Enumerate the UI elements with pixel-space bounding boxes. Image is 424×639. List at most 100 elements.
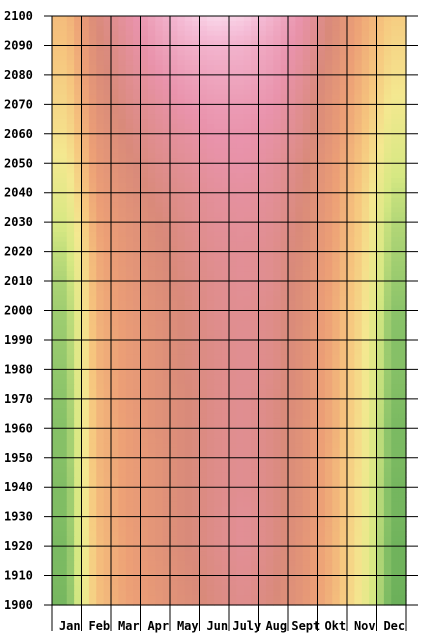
- heatmap-cell: [332, 521, 341, 528]
- heatmap-cell: [302, 119, 311, 125]
- heatmap-cell: [347, 501, 355, 508]
- heatmap-cell: [162, 173, 171, 179]
- heatmap-cell: [258, 335, 267, 341]
- heatmap-cell: [147, 173, 156, 179]
- heatmap-cell: [280, 158, 289, 164]
- heatmap-cell: [66, 45, 75, 51]
- heatmap-cell: [258, 153, 267, 159]
- heatmap-cell: [324, 246, 333, 253]
- heatmap-cell: [214, 197, 223, 204]
- heatmap-cell: [170, 222, 178, 228]
- heatmap-cell: [361, 374, 370, 380]
- heatmap-cell: [214, 153, 223, 159]
- heatmap-cell: [206, 227, 215, 233]
- heatmap-cell: [184, 452, 193, 459]
- heatmap-cell: [295, 452, 304, 459]
- heatmap-cell: [206, 511, 215, 518]
- heatmap-cell: [347, 452, 355, 459]
- heatmap-cell: [118, 443, 127, 449]
- heatmap-cell: [251, 281, 260, 287]
- heatmap-cell: [332, 285, 341, 292]
- heatmap-cell: [192, 300, 201, 307]
- heatmap-cell: [354, 114, 363, 120]
- heatmap-cell: [339, 133, 348, 140]
- heatmap-cell: [59, 330, 68, 336]
- heatmap-cell: [265, 50, 274, 56]
- heatmap-cell: [236, 74, 245, 81]
- heatmap-cell: [229, 202, 237, 209]
- heatmap-cell: [280, 74, 289, 81]
- heatmap-cell: [111, 290, 119, 297]
- heatmap-cell: [302, 251, 311, 258]
- heatmap-cell: [133, 501, 142, 508]
- heatmap-cell: [133, 472, 142, 478]
- heatmap-cell: [133, 457, 142, 464]
- heatmap-cell: [302, 349, 311, 356]
- heatmap-cell: [162, 133, 171, 140]
- heatmap-cell: [273, 310, 282, 317]
- heatmap-cell: [81, 482, 90, 488]
- heatmap-cell: [310, 16, 319, 22]
- heatmap-cell: [376, 256, 385, 263]
- heatmap-cell: [398, 153, 407, 159]
- heatmap-cell: [81, 295, 90, 302]
- heatmap-cell: [354, 256, 363, 263]
- heatmap-cell: [302, 403, 311, 410]
- heatmap-cell: [59, 99, 68, 105]
- heatmap-cell: [192, 222, 201, 228]
- heatmap-cell: [133, 462, 142, 469]
- heatmap-cell: [111, 305, 119, 312]
- heatmap-cell: [140, 521, 149, 528]
- heatmap-cell: [295, 79, 304, 86]
- heatmap-cell: [59, 20, 68, 27]
- heatmap-cell: [111, 281, 119, 287]
- heatmap-cell: [295, 114, 304, 120]
- heatmap-cell: [192, 192, 201, 199]
- heatmap-cell: [369, 94, 378, 101]
- heatmap-cell: [347, 310, 355, 317]
- heatmap-cell: [324, 89, 333, 96]
- heatmap-cell: [295, 182, 304, 189]
- heatmap-cell: [369, 354, 378, 361]
- heatmap-cell: [243, 344, 252, 351]
- heatmap-cell: [295, 438, 304, 444]
- heatmap-cell: [354, 349, 363, 356]
- heatmap-cell: [354, 501, 363, 508]
- heatmap-cell: [251, 119, 260, 125]
- heatmap-cell: [251, 153, 260, 159]
- heatmap-cell: [361, 433, 370, 439]
- heatmap-cell: [96, 109, 105, 115]
- heatmap-cell: [354, 55, 363, 61]
- heatmap-cell: [192, 251, 201, 258]
- heatmap-cell: [324, 138, 333, 145]
- heatmap-cell: [125, 30, 134, 37]
- heatmap-cell: [324, 354, 333, 361]
- heatmap-cell: [236, 16, 245, 22]
- heatmap-cell: [103, 443, 112, 449]
- heatmap-cell: [155, 192, 164, 199]
- heatmap-cell: [288, 374, 296, 380]
- heatmap-cell: [310, 212, 319, 218]
- heatmap-cell: [288, 364, 296, 370]
- heatmap-cell: [59, 349, 68, 356]
- heatmap-cell: [251, 30, 260, 37]
- heatmap-cell: [369, 511, 378, 518]
- heatmap-cell: [177, 369, 186, 375]
- heatmap-cell: [125, 246, 134, 253]
- heatmap-cell: [398, 16, 407, 22]
- heatmap-cell: [369, 153, 378, 159]
- heatmap-cell: [125, 177, 134, 184]
- heatmap-cell: [229, 492, 237, 498]
- heatmap-cell: [324, 25, 333, 32]
- heatmap-cell: [229, 477, 237, 483]
- heatmap-cell: [324, 133, 333, 140]
- heatmap-cell: [162, 119, 171, 125]
- heatmap-cell: [273, 393, 282, 400]
- heatmap-cell: [66, 40, 75, 47]
- heatmap-cell: [170, 492, 178, 498]
- heatmap-cell: [251, 236, 260, 243]
- heatmap-cell: [162, 266, 171, 272]
- heatmap-cell: [265, 187, 274, 194]
- heatmap-cell: [184, 418, 193, 424]
- heatmap-cell: [265, 251, 274, 258]
